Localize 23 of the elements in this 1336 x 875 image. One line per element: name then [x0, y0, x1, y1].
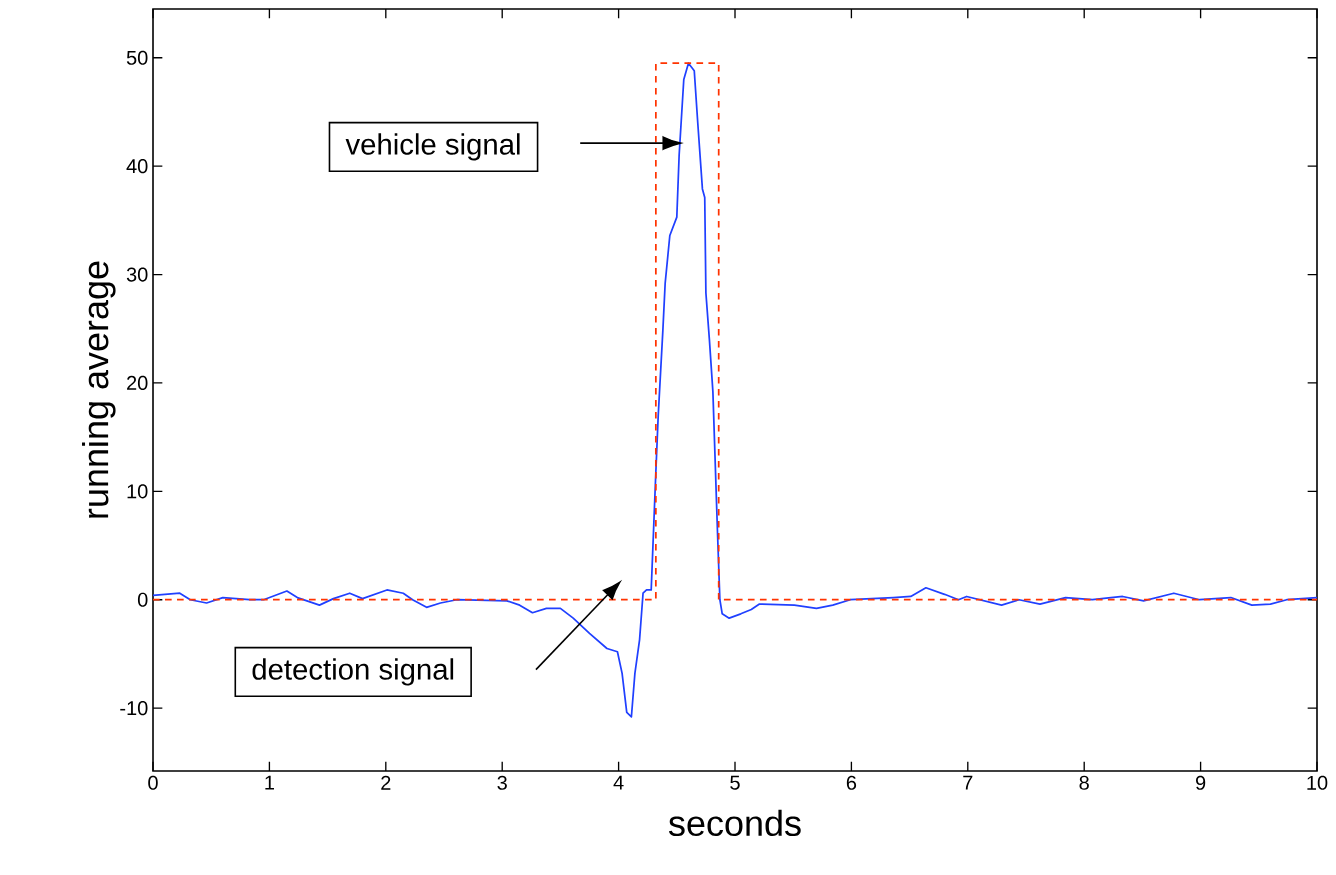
y-tick-label: 50	[126, 50, 148, 65]
x-tick-label: 2	[381, 775, 391, 790]
x-tick-label: 0	[148, 775, 158, 790]
y-axis-title: running average	[82, 261, 116, 518]
x-tick-label: 6	[846, 775, 857, 790]
line-series	[153, 62, 1317, 718]
annotation: vehicle signal	[345, 133, 520, 161]
y-tick-label: 0	[137, 592, 148, 607]
y-tick-label: 10	[127, 484, 148, 499]
x-tick-label: 3	[497, 775, 507, 790]
x-tick-label: 8	[1079, 775, 1089, 790]
x-tick-label: 10	[1307, 775, 1328, 790]
x-tick-label: 4	[613, 775, 624, 790]
x-tick-label: 9	[1195, 775, 1206, 790]
y-tick-label: -10	[120, 701, 148, 716]
x-tick-label: 1	[265, 775, 274, 790]
x-tick-label: 7	[963, 775, 973, 790]
y-tick-label: 30	[126, 267, 148, 282]
y-tick-label: 20	[127, 375, 148, 391]
x-tick-label: 5	[730, 775, 740, 790]
y-tick-label: 40	[126, 159, 148, 174]
x-axis-title: seconds	[668, 809, 801, 837]
annotation: detection signal	[252, 658, 454, 686]
